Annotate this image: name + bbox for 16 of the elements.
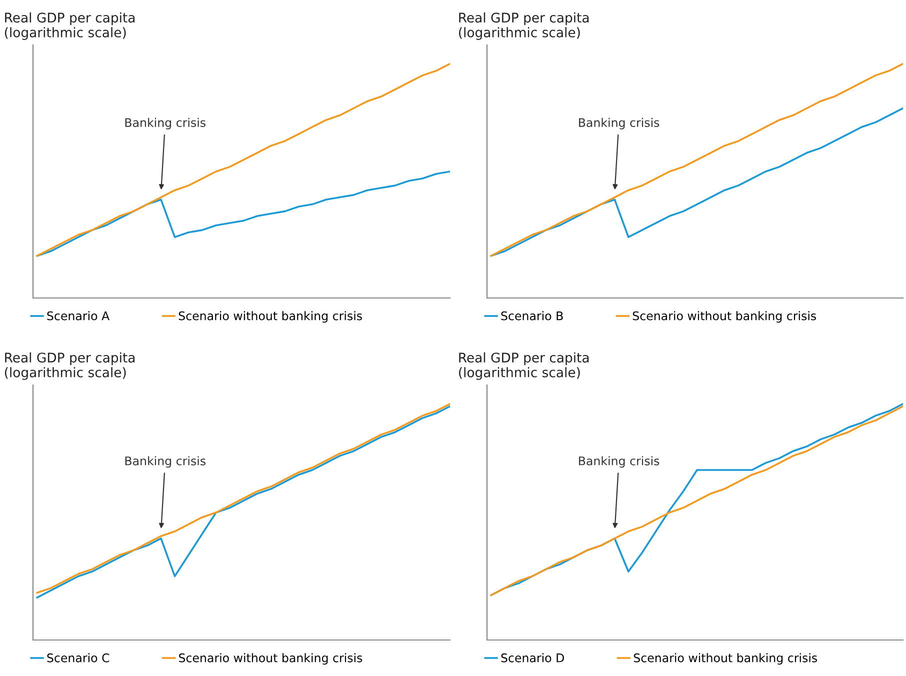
legend-label: Scenario D: [501, 653, 564, 662]
legend-label: Scenario without banking crisis: [632, 311, 816, 323]
annotation: Banking crisis: [125, 118, 206, 130]
legend-label: Scenario without banking crisis: [178, 311, 362, 323]
annotation: Banking crisis: [125, 456, 206, 468]
y-axis-title: Real GDP per capita (logarithmic scale): [4, 352, 135, 380]
y-axis-title: Real GDP per capita (logarithmic scale): [459, 12, 589, 40]
legend-label: Scenario A: [47, 311, 110, 320]
legend-label: Scenario C: [47, 653, 110, 662]
y-axis-title: Real GDP per capita (logarithmic scale): [4, 12, 135, 40]
y-axis-title: Real GDP per capita (logarithmic scale): [459, 352, 589, 380]
annotation: Banking crisis: [579, 118, 660, 130]
legend-label: Scenario without banking crisis: [179, 653, 362, 665]
legend-label: Scenario without banking crisis: [634, 653, 818, 665]
annotation: Banking crisis: [579, 456, 660, 468]
legend-label: Scenario B: [501, 311, 563, 320]
